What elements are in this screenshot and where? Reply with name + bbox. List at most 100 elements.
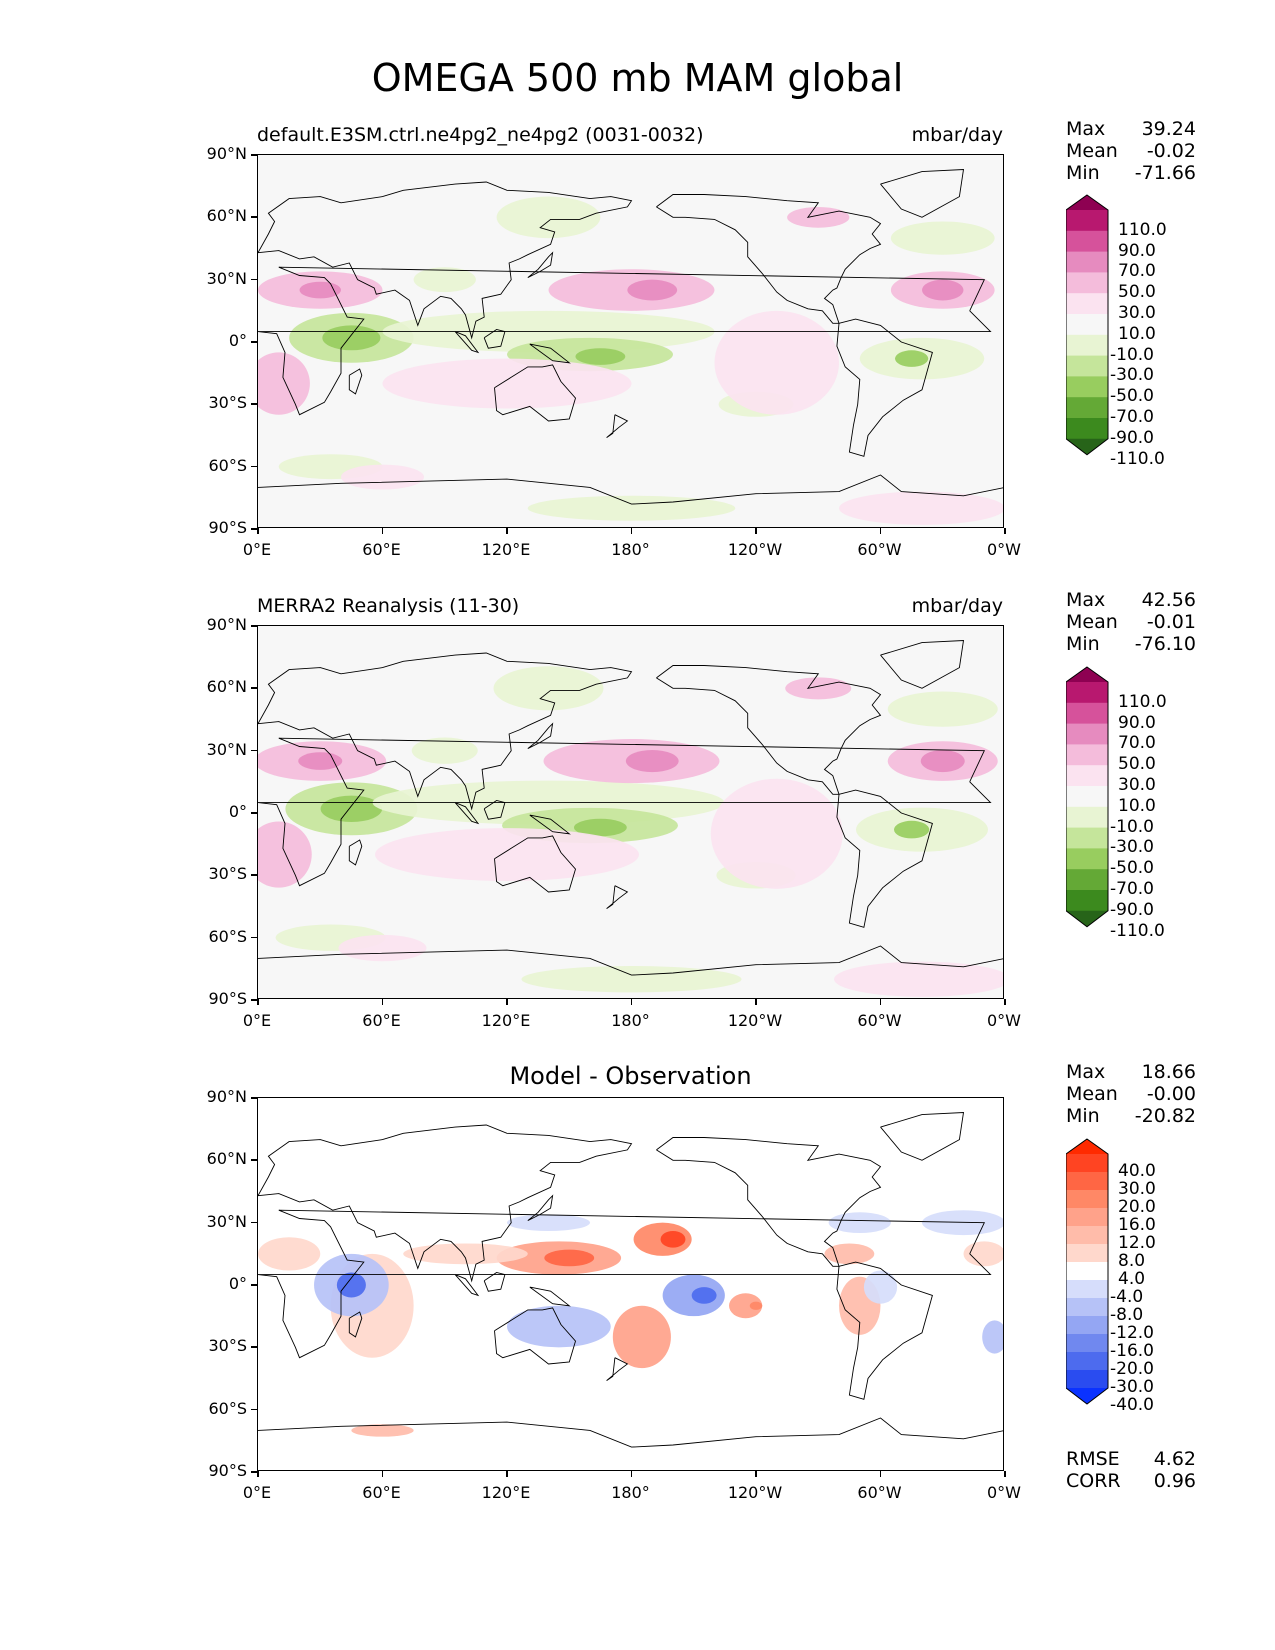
- field-contour: [298, 752, 343, 770]
- field-contour: [341, 464, 424, 490]
- coastline: [483, 800, 506, 820]
- colorbar-segment: [1066, 1280, 1108, 1299]
- coastline: [527, 1194, 554, 1222]
- colorbar-level-label: -110.0: [1110, 448, 1165, 469]
- colorbar-level-label: -16.0: [1110, 1341, 1154, 1361]
- colorbar-level-label: -50.0: [1110, 858, 1154, 879]
- field-contour: [521, 966, 742, 993]
- coastline: [656, 1137, 882, 1267]
- map-canvas: [258, 155, 1003, 527]
- coastline: [348, 839, 363, 866]
- colorbar-segment: [1066, 417, 1108, 440]
- coastline: [258, 474, 1003, 505]
- field-contour: [258, 1237, 321, 1271]
- colorbar-level-label: -50.0: [1110, 386, 1154, 407]
- coastline: [258, 1124, 633, 1283]
- x-tick-label: 120°E: [481, 1011, 531, 1030]
- y-tick: [251, 687, 257, 689]
- panel-units: mbar/day: [911, 595, 1003, 617]
- colorbar-segment: [1066, 1352, 1108, 1371]
- colorbar-segment: [1066, 251, 1108, 273]
- stats-box: Max 39.24 Mean -0.02 Min -71.66: [1066, 118, 1196, 184]
- panel-title-left: MERRA2 Reanalysis (11-30): [257, 595, 520, 617]
- colorbar-svg: [1065, 194, 1109, 456]
- colorbar-level-label: 70.0: [1118, 733, 1156, 754]
- coastline: [880, 169, 965, 218]
- coastline: [880, 1112, 965, 1161]
- coastline: [258, 652, 633, 811]
- x-tick: [630, 1471, 632, 1477]
- x-tick-label: 60°E: [362, 540, 401, 559]
- colorbar-level-label: 30.0: [1118, 775, 1156, 795]
- x-tick-label: 120°E: [481, 540, 531, 559]
- colorbar-extend-top: [1066, 667, 1108, 682]
- field-contour: [575, 348, 626, 365]
- colorbar-segment: [1066, 397, 1108, 419]
- colorbar-level-label: -12.0: [1110, 1323, 1154, 1343]
- colorbar-level-label: -30.0: [1110, 1377, 1154, 1397]
- colorbar-level-label: 110.0: [1118, 691, 1167, 712]
- coastline: [529, 343, 571, 364]
- field-contour: [920, 750, 965, 773]
- coastline: [258, 945, 1003, 976]
- x-tick: [755, 1471, 757, 1477]
- field-contour: [922, 279, 964, 301]
- coastline: [483, 329, 506, 349]
- x-tick-label: 120°E: [481, 1483, 531, 1502]
- colorbar-segment: [1066, 1262, 1108, 1281]
- field-contour: [375, 828, 639, 881]
- y-tick: [251, 999, 257, 1001]
- map-canvas: [258, 626, 1003, 998]
- y-tick: [251, 936, 257, 939]
- field-contour: [749, 1301, 763, 1310]
- colorbar-level-label: -8.0: [1110, 1305, 1144, 1325]
- field-contour: [299, 281, 341, 299]
- colorbar-segment: [1066, 723, 1108, 745]
- coastline: [258, 1209, 992, 1359]
- coastline: [258, 266, 992, 416]
- colorbar-level-label: 90.0: [1118, 712, 1156, 733]
- y-tick-label: 60°N: [206, 206, 247, 226]
- map-observation: [257, 625, 1004, 999]
- y-tick-label: 30°N: [206, 268, 247, 288]
- coastline: [348, 368, 363, 395]
- y-tick: [251, 1221, 257, 1224]
- colorbar-segment: [1066, 1208, 1108, 1227]
- colorbar-level-label: 70.0: [1118, 261, 1156, 282]
- colorbar-segment: [1066, 1226, 1108, 1245]
- x-tick: [506, 999, 508, 1005]
- field-contour: [787, 206, 850, 228]
- y-tick: [251, 1408, 257, 1411]
- field-contour: [828, 1212, 891, 1234]
- coastline: [656, 194, 882, 324]
- x-tick: [381, 528, 383, 534]
- field-contour: [863, 1270, 898, 1304]
- y-tick-label: 0°: [228, 1274, 247, 1293]
- colorbar-segment: [1066, 1370, 1108, 1389]
- colorbar-level-label: 20.0: [1118, 1197, 1156, 1217]
- x-tick-label: 60°W: [857, 1011, 902, 1030]
- y-tick-label: 30°S: [208, 393, 247, 413]
- x-tick-label: 0°W: [987, 1011, 1021, 1030]
- colorbar-segment: [1066, 1190, 1108, 1209]
- x-tick: [257, 528, 259, 534]
- panel-title-center: Model - Observation: [509, 1062, 752, 1090]
- field-contour: [894, 820, 930, 839]
- field-contour: [411, 737, 478, 764]
- y-tick-label: 90°N: [206, 615, 247, 634]
- figure-title: OMEGA 500 mb MAM global: [371, 56, 904, 100]
- colorbar-segment: [1066, 889, 1108, 912]
- coastline: [454, 331, 480, 354]
- colorbar-segment: [1066, 1154, 1108, 1173]
- field-contour: [714, 310, 839, 415]
- colorbar-segment: [1066, 355, 1108, 377]
- x-tick: [755, 528, 757, 534]
- colorbar-outline: [1065, 666, 1109, 928]
- x-tick-label: 180°: [611, 1483, 650, 1502]
- colorbar-segment: [1066, 1334, 1108, 1353]
- field-contour: [627, 279, 678, 301]
- x-tick: [879, 528, 881, 534]
- colorbar-level-label: 30.0: [1118, 303, 1156, 323]
- y-tick: [251, 749, 257, 752]
- y-tick: [251, 1284, 257, 1286]
